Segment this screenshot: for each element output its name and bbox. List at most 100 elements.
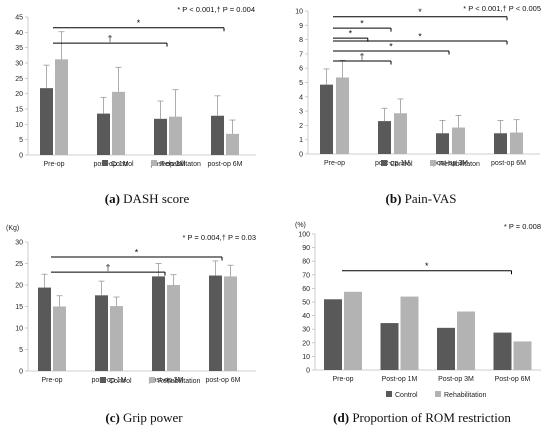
y-tick-label: 0 — [19, 369, 23, 376]
bar-rehab-3 — [224, 276, 237, 371]
y-tick-label: 10 — [15, 122, 23, 129]
bar-control-3 — [209, 275, 222, 371]
y-tick-label: 9 — [299, 23, 303, 30]
bar-control-2 — [436, 133, 449, 154]
y-tick-label: 30 — [15, 61, 23, 68]
x-tick-label: post-op 1M — [375, 160, 410, 167]
bar-rehab-1 — [110, 306, 123, 371]
x-tick-label: post-op 3M — [433, 160, 468, 167]
y-tick-label: 80 — [302, 259, 310, 266]
significance-symbol: * — [360, 19, 364, 29]
y-tick-label: 10 — [15, 326, 23, 333]
bar-rehab-2 — [452, 127, 465, 154]
y-tick-label: 15 — [15, 304, 23, 311]
panel-caption: (a) DASH score — [105, 191, 190, 206]
panel-caption: (b) Pain-VAS — [386, 191, 457, 206]
legend: Control Rehabilitaton — [381, 160, 480, 168]
y-tick-label: 90 — [302, 245, 310, 252]
bar-control-1 — [95, 295, 108, 371]
y-tick-label: 20 — [15, 283, 23, 290]
chart-panel-d: 0 10 20 30 40 50 60 70 80 90 100 Pre-op Post-op 1M Po… — [295, 222, 541, 425]
bar-control-2 — [437, 327, 455, 370]
bar-rehab-0 — [344, 291, 362, 370]
bar-control-3 — [211, 115, 224, 155]
bar-rehab-2 — [457, 311, 475, 370]
y-tick-label: 50 — [302, 300, 310, 307]
legend-label-rehab: Rehabilitaton — [160, 161, 201, 168]
y-tick-label: 10 — [302, 354, 310, 361]
y-tick-label: 2 — [299, 123, 303, 130]
bar-rehab-1 — [112, 91, 125, 155]
y-tick-label: 30 — [15, 240, 23, 247]
caption-letter: (b) — [386, 191, 402, 206]
bar-rehab-0 — [53, 306, 66, 371]
x-tick-label: Post-op 6M — [495, 376, 531, 383]
legend-swatch-control — [381, 160, 387, 166]
bar-control-3 — [494, 133, 507, 154]
caption-text: Proportion of ROM restriction — [352, 410, 511, 425]
y-tick-label: 5 — [19, 137, 23, 144]
y-axis-unit: (%) — [295, 222, 306, 229]
bar-rehab-1 — [400, 296, 419, 370]
x-tick-label: post-op 6M — [205, 377, 240, 384]
y-tick-label: 5 — [19, 347, 23, 354]
x-tick-label: Pre-op — [324, 160, 345, 167]
y-tick-label: 100 — [298, 232, 310, 239]
y-tick-label: 0 — [299, 152, 303, 159]
x-tick-label: Post-op 3M — [438, 376, 474, 383]
legend-label-rehab: Rehabilitation — [158, 378, 201, 385]
chart-panel-a: 0 5 10 15 20 25 30 35 40 45 Pre-op post-op 1M post-o… — [15, 5, 256, 206]
bar-control-1 — [97, 113, 110, 155]
significance-symbol: † — [105, 263, 110, 273]
x-tick-label: post-op 6M — [207, 161, 242, 168]
caption-letter: (a) — [105, 191, 120, 206]
bar-rehab-0 — [336, 77, 349, 154]
x-tick-label: post-op 1M — [91, 377, 126, 384]
y-tick-label: 45 — [15, 15, 23, 22]
legend-label-rehab: Rehabilitation — [444, 392, 487, 399]
significance-symbol: * — [389, 42, 393, 52]
bar-rehab-2 — [167, 285, 180, 371]
y-tick-label: 3 — [299, 109, 303, 116]
legend-label-control: Control — [109, 378, 132, 385]
y-tick-label: 30 — [302, 327, 310, 334]
significance-symbol: * — [418, 7, 422, 17]
x-tick-label: post-op 3M — [150, 161, 185, 168]
legend-label-rehab: Rehabilitaton — [439, 161, 480, 168]
bar-control-3 — [493, 332, 512, 370]
significance-symbol: * — [349, 29, 353, 39]
legend: Control Rehabilitaton — [102, 160, 201, 168]
bar-rehab-3 — [513, 341, 532, 370]
y-tick-label: 6 — [299, 66, 303, 73]
legend-swatch-rehab — [151, 160, 157, 166]
legend: Control Rehabilitation — [386, 391, 487, 399]
y-tick-label: 35 — [15, 45, 23, 52]
significance-symbol: * — [418, 32, 422, 42]
legend-swatch-rehab — [430, 160, 436, 166]
x-tick-label: Pre-op — [332, 376, 353, 383]
y-tick-label: 1 — [299, 137, 303, 144]
bar-control-2 — [154, 118, 167, 155]
y-tick-label: 25 — [15, 261, 23, 268]
x-tick-label: post-op 6M — [491, 160, 526, 167]
y-tick-label: 0 — [306, 368, 310, 375]
legend-label-control: Control — [395, 392, 418, 399]
bar-rehab-1 — [394, 113, 407, 154]
caption-text: Grip power — [123, 410, 183, 425]
y-tick-label: 0 — [19, 153, 23, 160]
y-tick-label: 20 — [302, 340, 310, 347]
bar-control-0 — [320, 84, 333, 154]
legend-swatch-rehab — [149, 377, 155, 383]
legend-swatch-control — [100, 377, 106, 383]
legend-label-control: Control — [111, 161, 134, 168]
bar-rehab-3 — [226, 133, 239, 155]
y-tick-label: 15 — [15, 107, 23, 114]
caption-letter: (d) — [333, 410, 349, 425]
y-tick-label: 60 — [302, 286, 310, 293]
significance-symbol: † — [359, 52, 364, 62]
panel-caption: (d) Proportion of ROM restriction — [333, 410, 511, 425]
y-tick-label: 5 — [299, 80, 303, 87]
x-tick-label: post-op 1M — [93, 161, 128, 168]
p-value-note: * P < 0.001,† P < 0.005 — [463, 4, 541, 13]
